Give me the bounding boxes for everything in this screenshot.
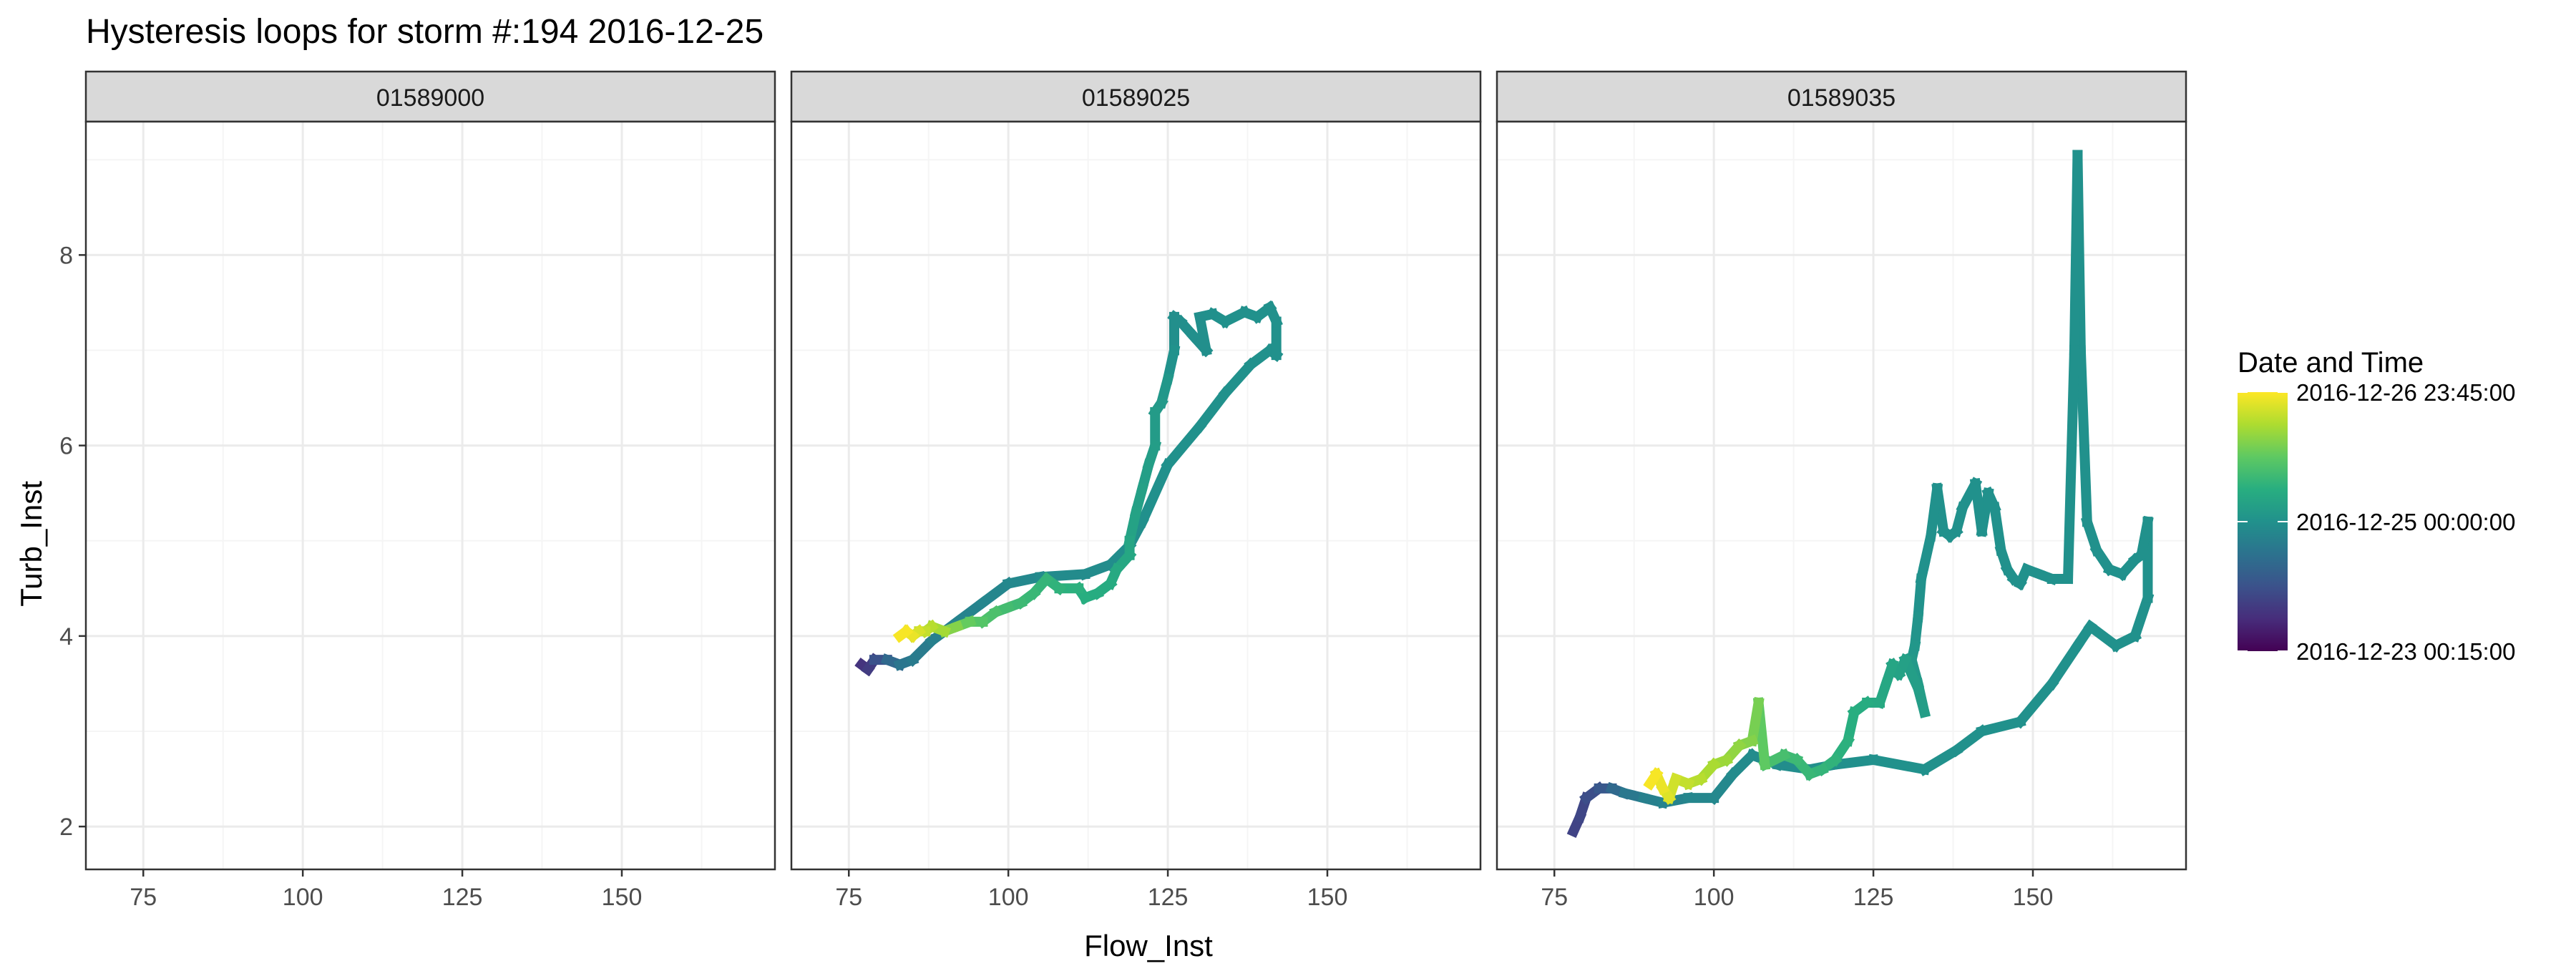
legend-title: Date and Time [2238, 347, 2424, 379]
hysteresis-segment [1912, 573, 1927, 623]
color-legend: Date and Time 2016-12-26 23:45:00 2016-12… [2238, 347, 2515, 665]
panel-border [790, 120, 1482, 871]
x-tick-label: 125 [442, 884, 483, 911]
hysteresis-segment [2128, 591, 2155, 643]
facet-panel-01589035: 01589035 75 100 125 150 [1496, 70, 2187, 911]
y-tick-label: 4 [59, 623, 73, 650]
hysteresis-segment [1136, 457, 1175, 529]
hysteresis-segment [1192, 386, 1233, 434]
x-tick-label: 125 [1853, 884, 1894, 911]
hysteresis-segment [1867, 753, 1931, 776]
y-tick-label: 6 [59, 433, 73, 460]
hysteresis-segment [950, 595, 990, 629]
facet-panel-01589000: 01589000 75 100 125 150 2 4 6 8 [59, 70, 776, 911]
hysteresis-segment [1829, 754, 1879, 771]
facet-panels: 01589000 75 100 125 150 2 4 6 8 01589025 75 100 125 1… [59, 70, 2187, 911]
hysteresis-segment [1707, 767, 1740, 806]
facet-strip [84, 70, 776, 123]
x-tick-label: 125 [1148, 884, 1189, 911]
chart-title: Hysteresis loops for storm #:194 2016-12… [86, 13, 763, 51]
hysteresis-segment [2075, 345, 2093, 527]
hysteresis-segment [1161, 419, 1207, 472]
x-axis-title: Flow_Inst [1084, 929, 1213, 962]
x-tick-label: 150 [602, 884, 643, 911]
legend-label: 2016-12-23 00:15:00 [2296, 638, 2515, 665]
x-tick-label: 150 [1307, 884, 1348, 911]
facet-strip-label: 01589025 [1082, 84, 1190, 112]
legend-label: 2016-12-25 00:00:00 [2296, 509, 2515, 535]
panel-border [1496, 120, 2187, 871]
legend-label: 2016-12-26 23:45:00 [2296, 379, 2515, 406]
y-axis-title: Turb_Inst [14, 481, 48, 607]
hysteresis-segment [2069, 150, 2083, 356]
hysteresis-segment [2045, 638, 2085, 691]
hysteresis-segment [1643, 767, 1664, 791]
hysteresis-segment [2062, 345, 2080, 585]
facet-strip-label: 01589035 [1787, 84, 1896, 112]
hysteresis-segment [1002, 571, 1047, 590]
hysteresis-segment [1218, 357, 1258, 401]
x-tick-label: 75 [1541, 884, 1568, 911]
facet-panel-01589025: 01589025 75 100 125 150 [790, 70, 1482, 911]
y-tick-label: 8 [59, 242, 73, 269]
hysteresis-segment [1989, 502, 2007, 556]
hysteresis-segment [892, 624, 914, 643]
hysteresis-segment [2013, 676, 2059, 729]
hysteresis-segment [1917, 743, 1963, 776]
hysteresis-segment [1925, 482, 1943, 542]
x-tick-label: 75 [835, 884, 862, 911]
panel-border [84, 120, 776, 871]
x-tick-label: 75 [130, 884, 157, 911]
x-tick-label: 100 [988, 884, 1029, 911]
panel-background [86, 122, 775, 869]
facet-strip-label: 01589000 [376, 84, 484, 112]
x-tick-label: 100 [283, 884, 323, 911]
y-tick-label: 2 [59, 814, 73, 841]
facet-strip [790, 70, 1482, 123]
hysteresis-segment [1976, 716, 2026, 738]
x-tick-label: 150 [2013, 884, 2054, 911]
x-tick-label: 100 [1694, 884, 1735, 911]
hysteresis-segment [1746, 696, 1765, 747]
